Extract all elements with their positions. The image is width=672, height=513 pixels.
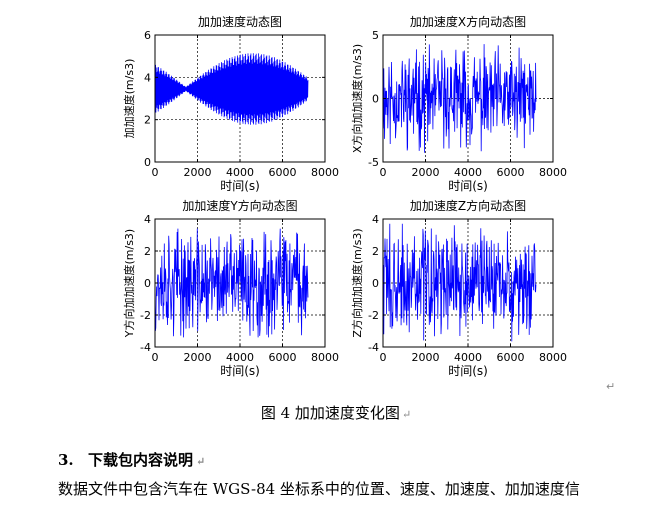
chart-title: 加加速度X方向动态图 <box>410 14 526 29</box>
y-tick-label: 2 <box>144 114 151 127</box>
section-number: 3. <box>58 451 74 469</box>
x-tick-label: 8000 <box>539 351 567 364</box>
x-tick-label: 6000 <box>497 351 525 364</box>
x-tick-label: 0 <box>152 351 159 364</box>
series-line <box>382 44 537 153</box>
figure-4-jerk-charts: 0 2000 4000 6000 80000246加加速度动态图时间(s)加加速度(m/… <box>122 14 567 378</box>
x-tick-label: 4000 <box>454 351 482 364</box>
x-tick-label: 2000 <box>184 166 212 179</box>
heading-paragraph-mark: ↵ <box>196 455 206 468</box>
y-tick-label: 4 <box>144 71 151 84</box>
y-axis-label: Y方向加加速度(m/s3) <box>122 229 136 338</box>
figure-caption-text: 图 4 加加速度变化图 <box>260 404 400 422</box>
x-tick-label: 0 <box>152 166 159 179</box>
x-tick-label: 0 <box>380 351 387 364</box>
y-tick-label: 0 <box>372 277 379 290</box>
series-line <box>382 223 537 342</box>
section-title: 下载包内容说明 <box>88 451 194 469</box>
x-tick-label: 8000 <box>311 166 339 179</box>
series-line <box>154 53 309 125</box>
y-tick-label: -2 <box>140 309 151 322</box>
x-axis-label: 时间(s) <box>220 364 260 378</box>
y-tick-label: 0 <box>144 277 151 290</box>
y-axis-label: X方向加加速度(m/s3) <box>350 44 364 153</box>
y-axis-label: Z方向加加速度(m/s3) <box>350 228 364 337</box>
section-paragraph: 数据文件中包含汽车在 WGS-84 坐标系中的位置、速度、加速度、加加速度信 <box>58 480 580 498</box>
figure-caption: 图 4 加加速度变化图 ↵ <box>0 402 672 423</box>
x-tick-label: 6000 <box>497 166 525 179</box>
x-tick-label: 4000 <box>226 166 254 179</box>
paragraph-mark: ↵ <box>606 380 616 393</box>
y-tick-label: 2 <box>144 245 151 258</box>
y-tick-label: -4 <box>368 341 379 354</box>
section-heading: 3. 下载包内容说明 ↵ <box>58 449 205 470</box>
x-tick-label: 4000 <box>454 166 482 179</box>
y-tick-label: 4 <box>144 213 151 226</box>
caption-paragraph-mark: ↵ <box>401 408 412 421</box>
y-tick-label: -5 <box>368 156 379 169</box>
x-tick-label: 6000 <box>269 166 297 179</box>
x-tick-label: 0 <box>380 166 387 179</box>
x-tick-label: 2000 <box>412 351 440 364</box>
y-tick-label: 2 <box>372 245 379 258</box>
x-axis-label: 时间(s) <box>448 179 488 193</box>
y-tick-label: 5 <box>372 29 379 42</box>
x-tick-label: 2000 <box>184 351 212 364</box>
chart-x: 0 2000 4000 6000 8000-505加加速度X方向动态图时间(s)X方向加… <box>350 14 567 193</box>
chart-title: 加加速度Y方向动态图 <box>182 198 297 213</box>
y-tick-label: 4 <box>372 213 379 226</box>
x-tick-label: 4000 <box>226 351 254 364</box>
x-tick-label: 6000 <box>269 351 297 364</box>
x-tick-label: 8000 <box>539 166 567 179</box>
y-tick-label: 6 <box>144 29 151 42</box>
chart-title: 加加速度动态图 <box>198 14 282 29</box>
y-tick-label: -2 <box>368 309 379 322</box>
x-tick-label: 2000 <box>412 166 440 179</box>
x-axis-label: 时间(s) <box>448 364 488 378</box>
series-line <box>154 228 309 338</box>
y-tick-label: -4 <box>140 341 151 354</box>
y-tick-label: 0 <box>144 156 151 169</box>
y-axis-label: 加加速度(m/s3) <box>122 59 136 139</box>
chart-title: 加加速度Z方向动态图 <box>410 198 526 213</box>
x-tick-label: 8000 <box>311 351 339 364</box>
x-axis-label: 时间(s) <box>220 179 260 193</box>
y-tick-label: 0 <box>372 93 379 106</box>
